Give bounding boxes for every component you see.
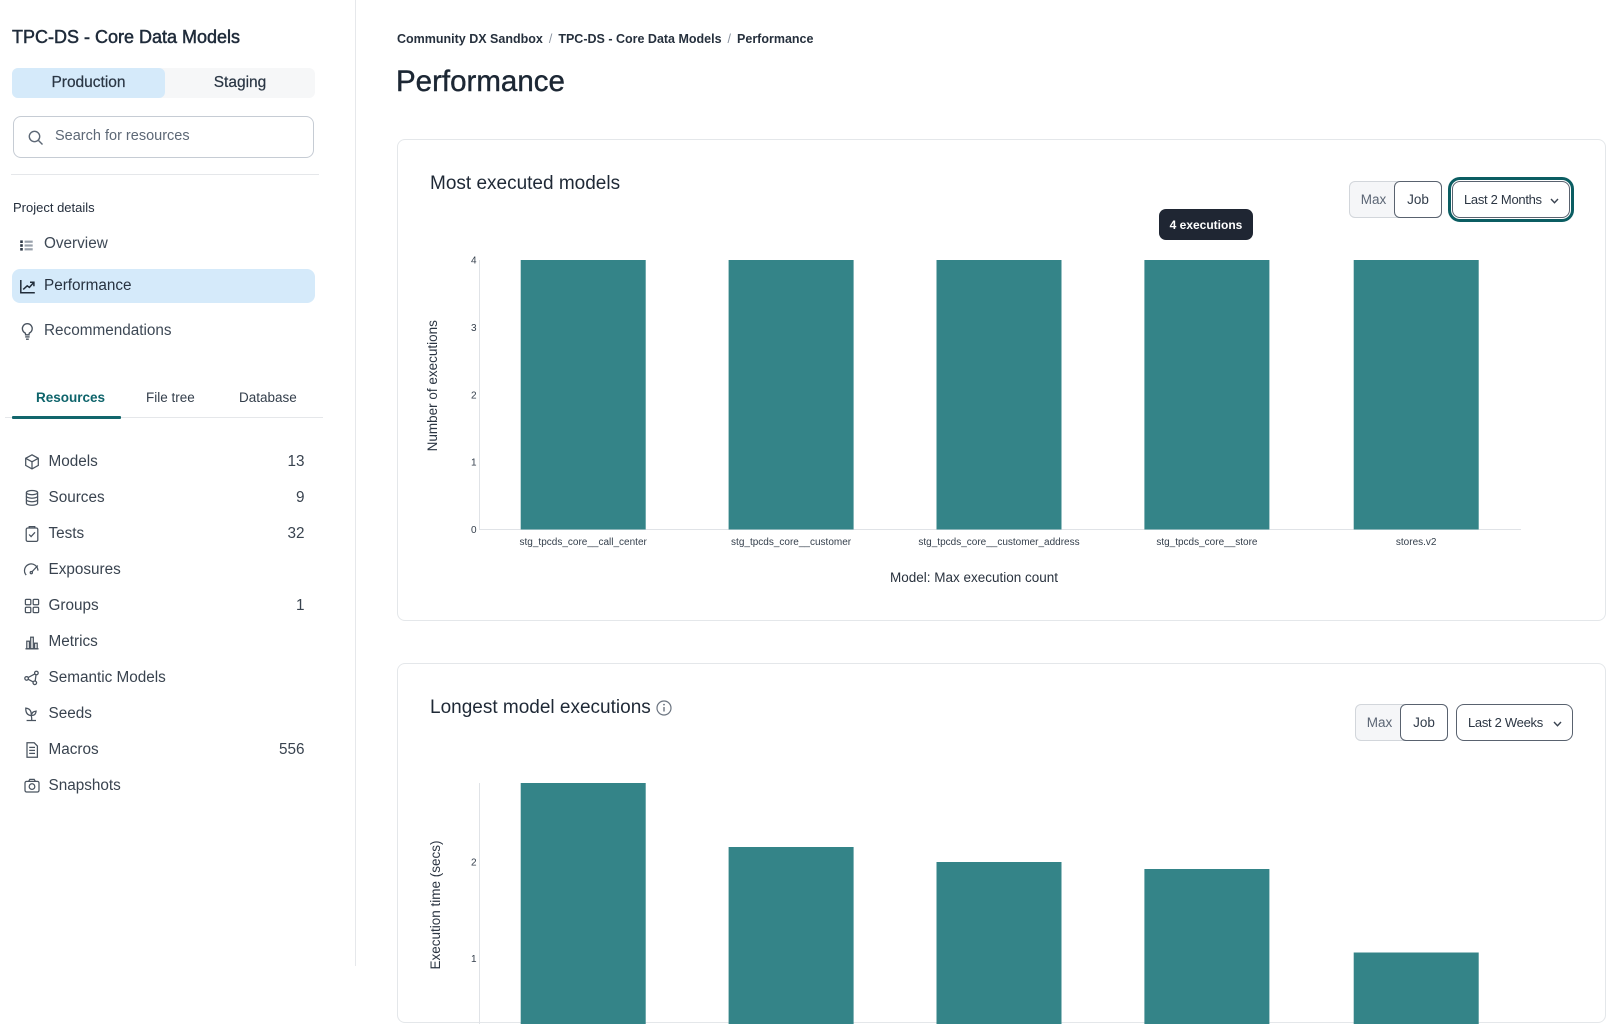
svg-text:stg_tpcds_core__customer_addre: stg_tpcds_core__customer_address: [918, 537, 1079, 548]
svg-text:Model: Max execution count: Model: Max execution count: [890, 570, 1058, 585]
svg-text:1: 1: [471, 954, 477, 965]
svg-text:Execution time (secs): Execution time (secs): [428, 840, 443, 969]
svg-text:stg_tpcds_core__call_center: stg_tpcds_core__call_center: [520, 537, 648, 548]
svg-text:3: 3: [471, 323, 477, 334]
svg-text:Number of executions: Number of executions: [425, 320, 440, 452]
svg-text:stg_tpcds_core__customer: stg_tpcds_core__customer: [731, 537, 852, 548]
svg-text:0: 0: [471, 525, 477, 536]
svg-text:4: 4: [471, 256, 477, 267]
svg-text:stores.v2: stores.v2: [1396, 537, 1437, 548]
svg-text:2: 2: [471, 858, 477, 869]
svg-text:stg_tpcds_core__store: stg_tpcds_core__store: [1156, 537, 1258, 548]
svg-text:1: 1: [471, 458, 477, 469]
svg-text:2: 2: [471, 390, 477, 401]
